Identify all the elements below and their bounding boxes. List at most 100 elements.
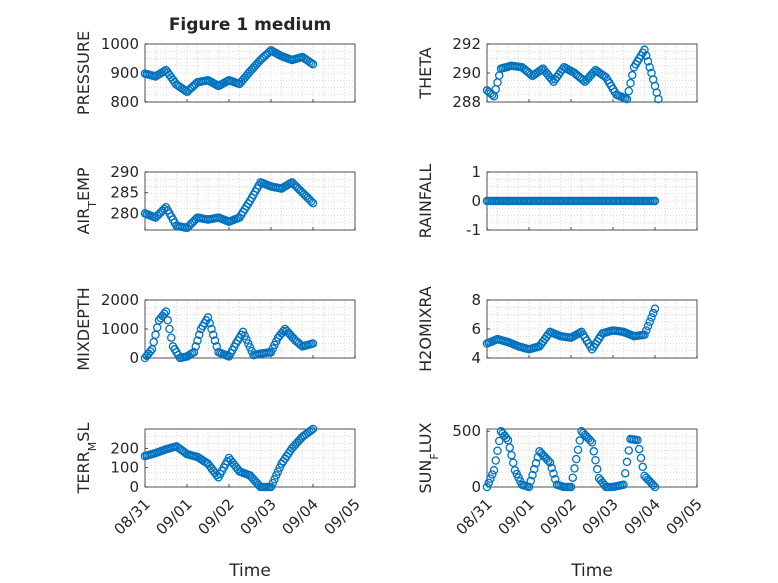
data-point [547, 463, 557, 473]
ytick-label: 280 [110, 204, 139, 222]
ytick-label: 290 [452, 64, 481, 82]
xlabel: Time [228, 561, 271, 581]
ytick-label: 292 [452, 35, 481, 53]
ytick-label: 4 [471, 349, 481, 367]
xlabel: Time [570, 561, 613, 581]
ytick-label: 290 [110, 163, 139, 181]
ytick-label: 900 [110, 64, 139, 82]
ytick-label: 285 [110, 184, 139, 202]
ylabel-1: THETA [416, 47, 435, 99]
data-point [650, 482, 660, 492]
data-point [572, 454, 581, 464]
xtick-label: 09/04 [621, 495, 664, 538]
data-point [149, 337, 158, 347]
data-point [638, 462, 648, 472]
data-point [308, 339, 318, 348]
ylabel-6: TERRMSL [74, 423, 99, 495]
xtick-label: 09/01 [153, 495, 196, 538]
data-point [242, 335, 251, 344]
data-point [238, 327, 248, 337]
data-point [270, 475, 279, 484]
ytick-label: 8 [471, 291, 481, 309]
data-point [624, 86, 634, 96]
data-point [635, 444, 644, 454]
data-point [642, 51, 651, 60]
xtick-label: 09/05 [321, 495, 364, 538]
ytick-label: 1000 [101, 35, 139, 53]
ytick-label: -1 [466, 221, 481, 239]
xtick-label: 08/31 [453, 495, 496, 538]
data-point [193, 336, 202, 345]
data-point [507, 450, 516, 460]
data-point [568, 473, 578, 482]
data-point [306, 426, 316, 435]
chart-title: Figure 1 medium [169, 15, 331, 35]
data-point [649, 480, 658, 490]
ytick-label: 500 [452, 422, 481, 440]
data-point [273, 467, 283, 476]
xtick-label: 09/03 [237, 495, 280, 538]
data-point [493, 78, 502, 87]
data-point [306, 58, 316, 68]
data-point [570, 464, 579, 473]
ytick-label: 288 [452, 93, 481, 111]
data-point [586, 436, 595, 445]
data-point [622, 457, 632, 467]
data-point [152, 323, 162, 332]
data-point [166, 333, 176, 342]
data-point [643, 321, 653, 331]
data-point [549, 469, 558, 478]
data-point [482, 482, 492, 492]
data-point [624, 446, 634, 455]
data-point [530, 464, 539, 474]
data-point [587, 438, 597, 447]
data-point [486, 474, 495, 483]
data-point [268, 478, 277, 488]
ylabel-7: SUNFLUX [416, 422, 441, 493]
data-point [151, 330, 160, 340]
data-point [245, 343, 255, 352]
data-point [526, 476, 536, 486]
data-point [187, 349, 197, 358]
ytick-label: 0 [471, 192, 481, 210]
data-point [308, 60, 318, 69]
data-point [278, 326, 288, 336]
data-point [545, 458, 555, 467]
data-point [524, 482, 534, 492]
data-point [212, 342, 221, 351]
data-point [633, 435, 642, 445]
data-point [640, 330, 649, 340]
data-point [626, 78, 635, 88]
data-point [194, 330, 204, 340]
xtick-label: 09/03 [579, 495, 622, 538]
data-point [575, 436, 585, 445]
data-point [208, 330, 218, 340]
data-point [240, 331, 249, 341]
xtick-label: 09/04 [279, 495, 322, 538]
data-point [642, 326, 651, 335]
ytick-label: 0 [471, 478, 481, 496]
data-point [528, 470, 537, 480]
data-point [165, 324, 174, 334]
xtick-label: 09/02 [537, 495, 580, 538]
data-point [212, 470, 221, 480]
data-point [503, 435, 513, 445]
data-point [573, 445, 583, 455]
data-point [591, 455, 600, 465]
data-point [189, 347, 199, 357]
data-point [621, 469, 630, 478]
data-point [271, 471, 281, 480]
data-point [579, 76, 588, 85]
data-point [203, 313, 213, 322]
data-point [619, 480, 628, 490]
data-point [643, 57, 653, 66]
ytick-label: 100 [110, 459, 139, 477]
ytick-label: 1000 [101, 320, 139, 338]
subplot-theta: 288 290 292 [452, 35, 698, 111]
data-point [205, 318, 214, 328]
data-point [501, 433, 511, 443]
data-point [308, 424, 318, 434]
ylabel-4: MIXDEPTH [74, 287, 93, 370]
